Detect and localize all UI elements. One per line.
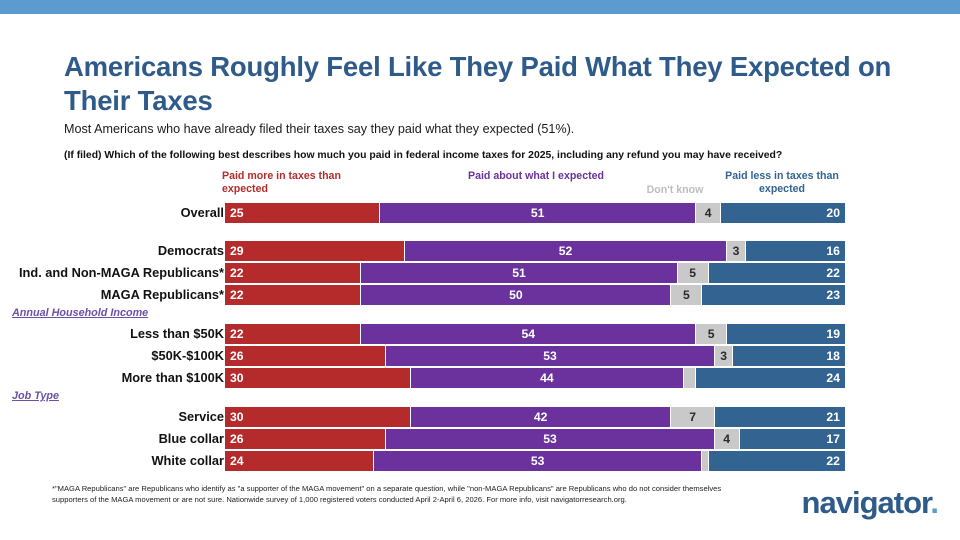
bar-row-label: MAGA Republicans* bbox=[100, 287, 224, 302]
bar-row-more-than-100k: More than $100K 30 44 24 bbox=[0, 368, 960, 388]
bar-track: 22 54 5 19 bbox=[225, 324, 845, 344]
bar-track: 30 42 7 21 bbox=[225, 407, 845, 427]
segment-paid-about: 50 bbox=[361, 285, 672, 305]
bar-row-label: Blue collar bbox=[158, 431, 224, 446]
bar-track: 26 53 3 18 bbox=[225, 346, 845, 366]
bar-row-less-than-50k: Less than $50K 22 54 5 19 bbox=[0, 324, 960, 344]
bar-row-label: More than $100K bbox=[121, 370, 224, 385]
segment-dont-know bbox=[683, 368, 697, 388]
legend-item-paid-more: Paid more in taxes than expected bbox=[222, 170, 341, 195]
segment-paid-less: 17 bbox=[739, 429, 845, 449]
segment-paid-more: 30 bbox=[225, 407, 411, 427]
row-spacer bbox=[0, 225, 960, 241]
segment-paid-less: 24 bbox=[696, 368, 845, 388]
segment-dont-know: 5 bbox=[677, 263, 709, 283]
group-header-job-type: Job Type bbox=[0, 390, 960, 407]
segment-paid-more: 26 bbox=[225, 346, 387, 366]
navigator-logo: navigator. bbox=[801, 485, 939, 521]
segment-dont-know bbox=[702, 451, 709, 471]
navigator-logo-dot: . bbox=[930, 485, 939, 520]
bar-row-50k-100k: $50K-$100K 26 53 3 18 bbox=[0, 346, 960, 366]
bar-track: 25 51 4 20 bbox=[225, 203, 845, 223]
bar-track: 22 50 5 23 bbox=[225, 285, 845, 305]
segment-paid-about: 44 bbox=[411, 368, 684, 388]
bar-track: 30 44 24 bbox=[225, 368, 845, 388]
stacked-bar-chart: Overall 25 51 4 20 Democrats 29 52 3 16 … bbox=[0, 203, 960, 473]
segment-paid-about: 52 bbox=[404, 241, 728, 261]
group-header-income-label: Annual Household Income bbox=[12, 307, 149, 319]
segment-dont-know: 3 bbox=[727, 241, 746, 261]
segment-dont-know: 3 bbox=[714, 346, 734, 366]
bar-row-overall: Overall 25 51 4 20 bbox=[0, 203, 960, 223]
bar-row-label: White collar bbox=[151, 453, 224, 468]
top-accent-bar bbox=[0, 0, 960, 14]
legend-item-paid-less: Paid less in taxes than expected bbox=[725, 170, 839, 195]
bar-row-label: Overall bbox=[180, 205, 224, 220]
segment-dont-know: 4 bbox=[714, 429, 740, 449]
segment-paid-less: 21 bbox=[714, 407, 845, 427]
bar-row-label: Less than $50K bbox=[130, 326, 224, 341]
page-subtitle: Most Americans who have already filed th… bbox=[64, 122, 575, 136]
bar-track: 26 53 4 17 bbox=[225, 429, 845, 449]
bar-row-blue-collar: Blue collar 26 53 4 17 bbox=[0, 429, 960, 449]
segment-paid-about: 54 bbox=[361, 324, 697, 344]
segment-paid-less: 23 bbox=[702, 285, 845, 305]
segment-dont-know: 5 bbox=[696, 324, 728, 344]
segment-dont-know: 4 bbox=[696, 203, 721, 223]
segment-paid-about: 51 bbox=[361, 263, 678, 283]
segment-paid-more: 30 bbox=[225, 368, 411, 388]
bar-track: 22 51 5 22 bbox=[225, 263, 845, 283]
segment-paid-more: 22 bbox=[225, 324, 362, 344]
bar-track: 24 53 22 bbox=[225, 451, 845, 471]
bar-row-white-collar: White collar 24 53 22 bbox=[0, 451, 960, 471]
segment-paid-more: 26 bbox=[225, 429, 387, 449]
bar-track: 29 52 3 16 bbox=[225, 241, 845, 261]
navigator-logo-text: navigator bbox=[801, 485, 932, 520]
segment-paid-less: 16 bbox=[745, 241, 845, 261]
segment-paid-about: 53 bbox=[386, 346, 715, 366]
segment-paid-less: 22 bbox=[708, 263, 845, 283]
segment-paid-about: 51 bbox=[380, 203, 697, 223]
segment-paid-less: 19 bbox=[727, 324, 845, 344]
segment-dont-know: 7 bbox=[671, 407, 715, 427]
bar-row-democrats: Democrats 29 52 3 16 bbox=[0, 241, 960, 261]
segment-paid-more: 25 bbox=[225, 203, 380, 223]
bar-row-service: Service 30 42 7 21 bbox=[0, 407, 960, 427]
footnote: *"MAGA Republicans" are Republicans who … bbox=[52, 484, 722, 504]
page-title: Americans Roughly Feel Like They Paid Wh… bbox=[64, 51, 892, 116]
segment-paid-less: 20 bbox=[720, 203, 845, 223]
bar-row-label: Democrats bbox=[157, 243, 224, 258]
segment-paid-about: 42 bbox=[411, 407, 672, 427]
legend-item-paid-about: Paid about what I expected bbox=[468, 170, 604, 182]
segment-paid-more: 24 bbox=[225, 451, 374, 471]
segment-paid-more: 22 bbox=[225, 285, 362, 305]
segment-paid-less: 18 bbox=[733, 346, 845, 366]
segment-paid-about: 53 bbox=[386, 429, 715, 449]
segment-paid-about: 53 bbox=[373, 451, 703, 471]
segment-paid-less: 22 bbox=[708, 451, 845, 471]
bar-row-label: Service bbox=[178, 409, 224, 424]
bar-row-maga-republicans: MAGA Republicans* 22 50 5 23 bbox=[0, 285, 960, 305]
segment-paid-more: 22 bbox=[225, 263, 362, 283]
group-header-income: Annual Household Income bbox=[0, 307, 960, 324]
segment-paid-more: 29 bbox=[225, 241, 405, 261]
segment-dont-know: 5 bbox=[671, 285, 703, 305]
bar-row-label: Ind. and Non-MAGA Republicans* bbox=[19, 265, 224, 280]
group-header-job-type-label: Job Type bbox=[12, 390, 59, 402]
legend-item-dont-know: Don't know bbox=[646, 184, 704, 196]
bar-row-label: $50K-$100K bbox=[151, 348, 224, 363]
chart-legend: Paid more in taxes than expected Paid ab… bbox=[0, 170, 960, 206]
bar-row-ind-non-maga-republicans: Ind. and Non-MAGA Republicans* 22 51 5 2… bbox=[0, 263, 960, 283]
survey-question: (If filed) Which of the following best d… bbox=[64, 150, 783, 161]
